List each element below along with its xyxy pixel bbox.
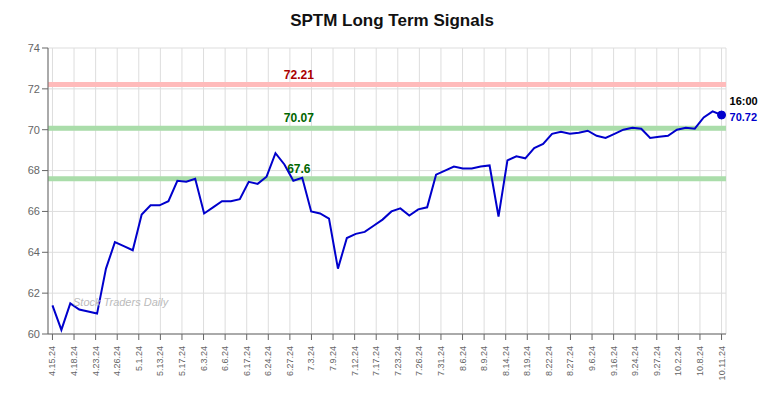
svg-text:5.17.24: 5.17.24: [177, 346, 187, 376]
svg-text:6.3.24: 6.3.24: [199, 346, 209, 371]
svg-text:9.6.24: 9.6.24: [587, 346, 597, 371]
svg-text:72: 72: [28, 83, 40, 95]
svg-text:16:00: 16:00: [730, 95, 758, 107]
html-text:SPTM Long Term Signals: SPTM Long Term Signals: [290, 11, 494, 30]
svg-text:7.23.24: 7.23.24: [393, 346, 403, 376]
svg-text:4.26.24: 4.26.24: [112, 346, 122, 376]
svg-text:7.12.24: 7.12.24: [350, 346, 360, 376]
svg-text:9.27.24: 9.27.24: [652, 346, 662, 376]
svg-text:8.19.24: 8.19.24: [522, 346, 532, 376]
svg-text:70.07: 70.07: [284, 111, 314, 125]
svg-text:5.1.24: 5.1.24: [134, 346, 144, 371]
svg-text:6.17.24: 6.17.24: [242, 346, 252, 376]
svg-text:5.13.24: 5.13.24: [155, 346, 165, 376]
svg-text:4.23.24: 4.23.24: [91, 346, 101, 376]
svg-text:8.14.24: 8.14.24: [501, 346, 511, 376]
svg-text:10.11.24: 10.11.24: [717, 346, 727, 380]
svg-text:8.22.24: 8.22.24: [544, 346, 554, 376]
svg-text:7.26.24: 7.26.24: [414, 346, 424, 376]
svg-text:70.72: 70.72: [730, 111, 758, 123]
svg-text:8.6.24: 8.6.24: [458, 346, 468, 371]
svg-text:10.8.24: 10.8.24: [695, 346, 705, 376]
svg-text:72.21: 72.21: [284, 68, 314, 82]
svg-text:70: 70: [28, 124, 40, 136]
svg-text:66: 66: [28, 205, 40, 217]
svg-text:8.9.24: 8.9.24: [479, 346, 489, 371]
svg-text:6.6.24: 6.6.24: [220, 346, 230, 371]
svg-text:62: 62: [28, 287, 40, 299]
svg-text:10.2.24: 10.2.24: [673, 346, 683, 376]
svg-text:60: 60: [28, 328, 40, 340]
svg-text:7.31.24: 7.31.24: [436, 346, 446, 376]
svg-text:68: 68: [28, 164, 40, 176]
svg-text:7.9.24: 7.9.24: [328, 346, 338, 371]
svg-text:7.3.24: 7.3.24: [306, 346, 316, 371]
svg-text:64: 64: [28, 246, 40, 258]
svg-text:6.24.24: 6.24.24: [263, 346, 273, 376]
svg-text:4.18.24: 4.18.24: [69, 346, 79, 376]
svg-text:8.27.24: 8.27.24: [565, 346, 575, 376]
svg-text:4.15.24: 4.15.24: [47, 346, 57, 376]
svg-text:9.24.24: 9.24.24: [630, 346, 640, 376]
svg-text:74: 74: [28, 42, 40, 54]
svg-text:7.17.24: 7.17.24: [371, 346, 381, 376]
html-text:Stock Traders Daily: Stock Traders Daily: [73, 296, 169, 308]
svg-text:6.27.24: 6.27.24: [285, 346, 295, 376]
svg-text:67.6: 67.6: [287, 162, 311, 176]
svg-text:9.16.24: 9.16.24: [609, 346, 619, 376]
